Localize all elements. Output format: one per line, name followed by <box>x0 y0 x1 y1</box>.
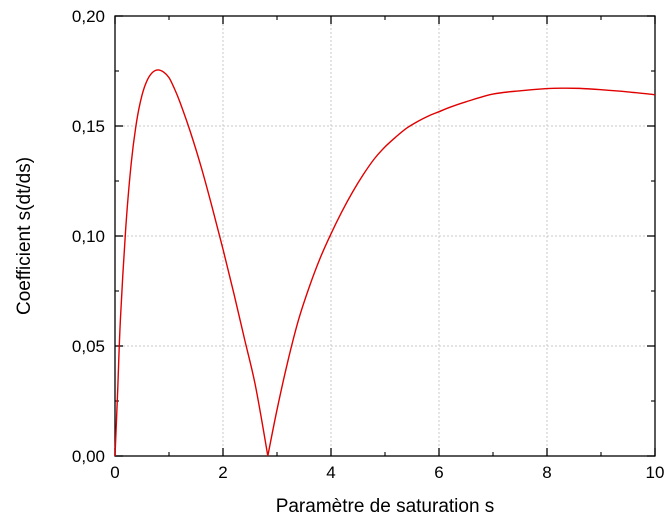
x-axis-label: Paramètre de saturation s <box>276 496 495 517</box>
x-tick-label: 2 <box>218 463 227 482</box>
x-tick-label: 10 <box>646 463 665 482</box>
y-tick-label: 0,20 <box>72 7 105 26</box>
x-tick-label: 6 <box>434 463 443 482</box>
y-tick-label: 0,15 <box>72 117 105 136</box>
y-tick-label: 0,00 <box>72 447 105 466</box>
x-tick-label: 0 <box>110 463 119 482</box>
series-line <box>114 69 656 457</box>
y-tick-label: 0,10 <box>72 227 105 246</box>
x-tick-label: 4 <box>326 463 335 482</box>
tick-labels: 0 2 4 6 8 10 0,00 0,05 0,10 0,15 0,20 <box>72 7 665 482</box>
series-layer <box>114 69 656 457</box>
grid-lines <box>115 16 655 456</box>
y-tick-label: 0,05 <box>72 337 105 356</box>
x-tick-label: 8 <box>542 463 551 482</box>
tick-marks <box>114 15 656 457</box>
y-axis-label: Coefficient s(dt/ds) <box>14 157 35 315</box>
